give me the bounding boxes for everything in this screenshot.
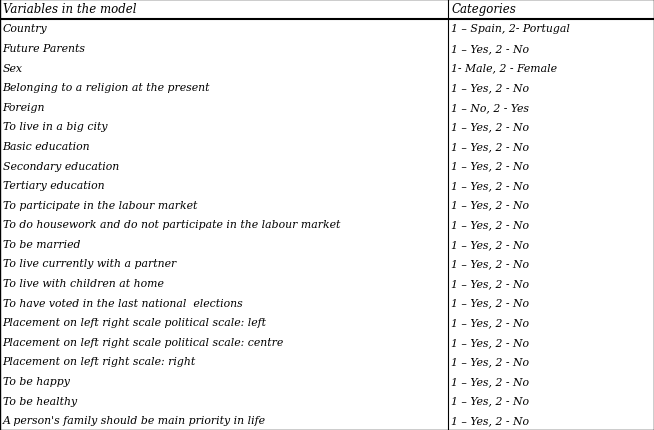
Text: 1 – Yes, 2 - No: 1 – Yes, 2 - No [451,356,529,367]
Text: 1 – Yes, 2 - No: 1 – Yes, 2 - No [451,317,529,328]
Text: 1 – Yes, 2 - No: 1 – Yes, 2 - No [451,396,529,405]
Text: Placement on left right scale: right: Placement on left right scale: right [3,356,196,367]
Text: To live in a big city: To live in a big city [3,122,107,132]
Text: Foreign: Foreign [3,102,45,113]
Text: To be happy: To be happy [3,376,69,386]
Text: Secondary education: Secondary education [3,161,119,171]
Text: 1 – Yes, 2 - No: 1 – Yes, 2 - No [451,122,529,132]
Text: 1 – Yes, 2 - No: 1 – Yes, 2 - No [451,181,529,190]
Text: To have voted in the last national  elections: To have voted in the last national elect… [3,298,243,308]
Text: To be married: To be married [3,240,80,249]
Text: A person's family should be main priority in life: A person's family should be main priorit… [3,415,266,425]
Text: 1 – Yes, 2 - No: 1 – Yes, 2 - No [451,240,529,249]
Text: Future Parents: Future Parents [3,44,86,54]
Text: Variables in the model: Variables in the model [3,3,136,16]
Text: 1 – Yes, 2 - No: 1 – Yes, 2 - No [451,376,529,386]
Text: Country: Country [3,25,47,34]
Text: To participate in the labour market: To participate in the labour market [3,200,197,210]
Text: To live currently with a partner: To live currently with a partner [3,259,176,269]
Text: 1 – No, 2 - Yes: 1 – No, 2 - Yes [451,102,529,113]
Text: Categories: Categories [451,3,516,16]
Text: 1 – Yes, 2 - No: 1 – Yes, 2 - No [451,337,529,347]
Text: 1 – Yes, 2 - No: 1 – Yes, 2 - No [451,278,529,289]
Text: 1 – Yes, 2 - No: 1 – Yes, 2 - No [451,200,529,210]
Text: 1 – Yes, 2 - No: 1 – Yes, 2 - No [451,298,529,308]
Text: 1- Male, 2 - Female: 1- Male, 2 - Female [451,63,557,74]
Text: 1 – Yes, 2 - No: 1 – Yes, 2 - No [451,83,529,93]
Text: 1 – Yes, 2 - No: 1 – Yes, 2 - No [451,259,529,269]
Text: 1 – Yes, 2 - No: 1 – Yes, 2 - No [451,415,529,425]
Text: 1 – Yes, 2 - No: 1 – Yes, 2 - No [451,220,529,230]
Text: Sex: Sex [3,63,23,74]
Text: Placement on left right scale political scale: left: Placement on left right scale political … [3,317,267,328]
Text: To be healthy: To be healthy [3,396,77,405]
Text: 1 – Yes, 2 - No: 1 – Yes, 2 - No [451,44,529,54]
Text: Tertiary education: Tertiary education [3,181,104,190]
Text: Belonging to a religion at the present: Belonging to a religion at the present [3,83,210,93]
Text: To do housework and do not participate in the labour market: To do housework and do not participate i… [3,220,340,230]
Text: 1 – Yes, 2 - No: 1 – Yes, 2 - No [451,161,529,171]
Text: 1 – Spain, 2- Portugal: 1 – Spain, 2- Portugal [451,25,570,34]
Text: Basic education: Basic education [3,141,90,152]
Text: Placement on left right scale political scale: centre: Placement on left right scale political … [3,337,284,347]
Text: 1 – Yes, 2 - No: 1 – Yes, 2 - No [451,141,529,152]
Text: To live with children at home: To live with children at home [3,278,164,289]
